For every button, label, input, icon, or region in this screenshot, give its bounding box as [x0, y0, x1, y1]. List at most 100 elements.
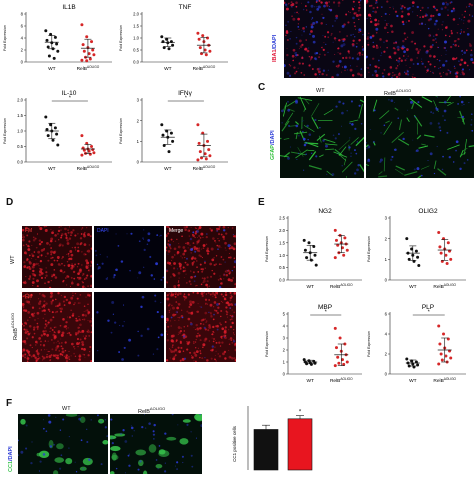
cell-dot: [194, 251, 196, 253]
cell-dot: [444, 119, 446, 121]
cell-dot: [72, 314, 74, 316]
cell-dot: [434, 40, 435, 41]
cell-dot: [458, 45, 459, 46]
cell-dot: [54, 269, 56, 271]
cell-dot: [289, 65, 291, 67]
cell-dot: [427, 68, 429, 70]
cell-dot: [82, 273, 84, 275]
cell-dot: [225, 271, 226, 272]
cell-dot: [182, 317, 184, 319]
cell-dot: [62, 350, 65, 353]
cell-dot: [219, 263, 221, 265]
cell-dot: [26, 300, 29, 303]
cell-dot: [203, 280, 206, 283]
cell-dot: [27, 333, 30, 336]
cell-dot: [186, 258, 188, 260]
cell-dot: [302, 57, 303, 58]
cell-dot: [327, 36, 329, 38]
x-label-relb: RelBΔOLIGO: [433, 377, 456, 384]
y-tick-label: 0.0: [279, 278, 285, 283]
cell-dot: [57, 355, 59, 357]
cell-dot: [407, 8, 410, 11]
dapi-relb-svg: [94, 292, 164, 362]
relb-point: [447, 241, 450, 244]
cell-dot: [338, 2, 341, 5]
cell-dot: [62, 244, 64, 246]
cell-dot: [416, 57, 417, 58]
cell-dot: [156, 459, 158, 461]
cell-dot: [356, 57, 359, 60]
cell-dot: [166, 297, 169, 300]
cell-dot: [131, 425, 132, 426]
cell-dot: [60, 237, 62, 239]
cell-dot: [149, 256, 151, 258]
cell-dot: [207, 276, 209, 278]
cell-dot: [46, 356, 48, 358]
cell-dot: [53, 354, 55, 356]
cell-dot: [445, 2, 447, 4]
cell-dot: [48, 341, 49, 342]
cell-dot: [399, 77, 400, 78]
cell-dot: [184, 358, 186, 360]
cell-dot: [148, 422, 151, 425]
cell-dot: [230, 337, 233, 340]
cell-dot: [27, 319, 29, 321]
cell-dot: [357, 54, 358, 55]
cell-dot: [224, 351, 226, 353]
cell-dot: [292, 55, 295, 58]
cell-dot: [352, 74, 354, 76]
cell-dot: [444, 6, 446, 8]
cell-dot: [389, 56, 392, 59]
cell-dot: [344, 65, 347, 68]
cell-dot: [233, 357, 235, 359]
cell-dot: [33, 312, 35, 314]
wt-point: [160, 123, 163, 126]
cell-dot: [151, 274, 153, 276]
cell-dot: [176, 239, 177, 240]
cell-dot: [41, 249, 44, 252]
cell-dot: [184, 250, 187, 253]
cell-dot: [227, 244, 230, 247]
cell-dot: [194, 237, 195, 238]
cell-dot: [51, 274, 52, 275]
cell-dot: [61, 334, 64, 337]
cell-dot: [287, 6, 288, 7]
cell-dot: [116, 233, 117, 234]
cell-dot: [88, 269, 90, 271]
cell-dot: [45, 229, 48, 232]
cell-dot: [168, 254, 169, 255]
cell-dot: [461, 19, 462, 20]
cell-dot: [216, 228, 218, 230]
cell-dot: [302, 127, 303, 128]
cell-dot: [63, 280, 65, 282]
cell-dot: [64, 228, 67, 231]
cell-dot: [177, 347, 179, 349]
cell-dot: [231, 296, 233, 298]
cell-dot: [172, 346, 173, 347]
cell-dot: [144, 249, 146, 251]
cell-dot: [386, 0, 388, 2]
cell-dot: [83, 233, 85, 235]
cell-dot: [429, 63, 431, 65]
cell-dot: [110, 419, 112, 421]
cell-dot: [69, 250, 72, 253]
cell-dot: [86, 261, 89, 264]
relb-point: [91, 148, 94, 151]
cell-dot: [367, 18, 368, 19]
cell-dot: [35, 344, 36, 345]
cell-dot: [180, 341, 182, 343]
cc1-text: CC1: [8, 461, 14, 472]
wt-point: [52, 139, 55, 142]
cell-dot: [77, 277, 79, 279]
cell-dot: [358, 39, 360, 41]
x-label-relb: RelBΔOLIGO: [77, 65, 100, 72]
cell-dot: [44, 330, 47, 333]
cell-dot: [445, 73, 448, 76]
cell-dot: [223, 296, 225, 298]
cell-dot: [56, 342, 57, 343]
cell-dot: [52, 329, 54, 331]
cell-dot: [87, 265, 89, 267]
cell-dot: [166, 359, 168, 361]
